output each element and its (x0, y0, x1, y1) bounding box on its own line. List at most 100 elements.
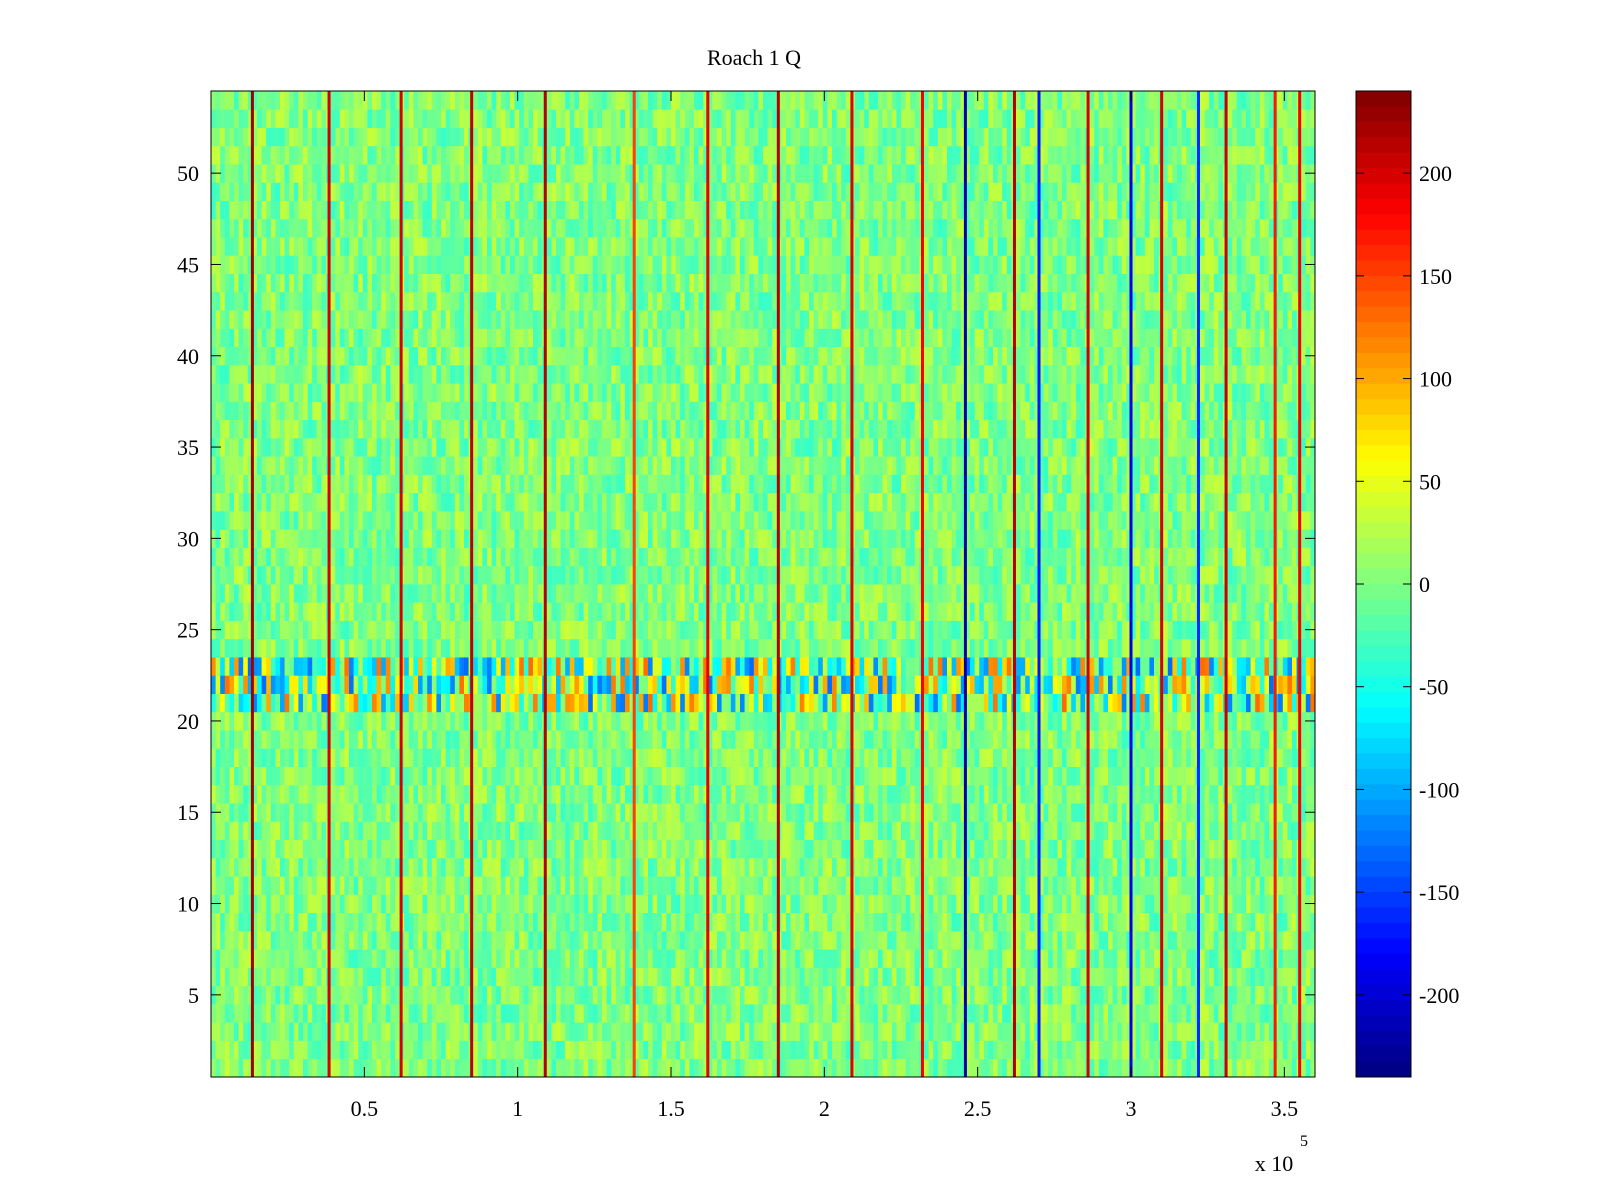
heatmap-cell (247, 1022, 253, 1041)
heatmap-cell (533, 748, 538, 767)
heatmap-cell (1140, 857, 1146, 877)
heatmap-cell (1075, 985, 1081, 1005)
heatmap-cell (730, 803, 736, 822)
heatmap-cell (592, 821, 598, 841)
heatmap-cell (1135, 1003, 1141, 1023)
heatmap-cell (615, 1022, 621, 1041)
heatmap-cell (1167, 784, 1173, 804)
heatmap-cell (427, 693, 433, 713)
heatmap-cell (257, 803, 262, 822)
heatmap-cell (418, 748, 423, 767)
heatmap-cell (1200, 857, 1205, 877)
heatmap-cell (933, 1022, 939, 1041)
heatmap-cell (215, 1058, 221, 1078)
heatmap-cell (652, 912, 658, 932)
heatmap-cell (878, 912, 883, 932)
heatmap-cell (864, 912, 870, 932)
heatmap-cell (698, 821, 704, 841)
heatmap-cell (1292, 803, 1297, 822)
heatmap-cell (367, 876, 373, 895)
heatmap-cell (560, 949, 566, 968)
heatmap-cell (1241, 1040, 1247, 1060)
heatmap-cell (482, 857, 488, 877)
heatmap-cell (661, 985, 667, 1005)
heatmap-cell (694, 1040, 699, 1060)
heatmap-cell (280, 912, 285, 932)
heatmap-cell (868, 930, 874, 950)
heatmap-cell (965, 876, 971, 895)
heatmap-cell (937, 803, 943, 822)
heatmap-cell (454, 1022, 460, 1041)
heatmap-cell (841, 894, 847, 914)
heatmap-cell (1149, 784, 1155, 804)
heatmap-cell (666, 967, 672, 987)
heatmap-cell (965, 949, 971, 968)
heatmap-cell (298, 711, 304, 731)
heatmap-cell (813, 894, 819, 914)
heatmap-cell (997, 711, 1003, 731)
heatmap-cell (1149, 730, 1155, 749)
heatmap-cell (1094, 693, 1100, 713)
heatmap-cell (933, 730, 939, 749)
heatmap-cell (845, 930, 851, 950)
heatmap-cell (1236, 930, 1242, 950)
heatmap-cell (510, 839, 515, 859)
heatmap-cell (1177, 912, 1182, 932)
heatmap-cell (574, 730, 580, 749)
heatmap-cell (661, 949, 667, 968)
heatmap-cell (565, 839, 571, 859)
heatmap-cell (942, 857, 948, 877)
heatmap-cell (744, 784, 750, 804)
heatmap-cell (1287, 711, 1293, 731)
heatmap-cell (924, 949, 929, 968)
heatmap-cell (211, 784, 216, 804)
heatmap-cell (767, 912, 773, 932)
heatmap-cell (1131, 912, 1136, 932)
heatmap-cell (1149, 821, 1155, 841)
heatmap-cell (574, 985, 580, 1005)
heatmap-cell (910, 839, 916, 859)
heatmap-cell (293, 803, 299, 822)
heatmap-cell (1190, 1058, 1196, 1078)
heatmap-cell (1135, 711, 1141, 731)
heatmap-cell (781, 985, 787, 1005)
heatmap-cell (707, 784, 713, 804)
heatmap-cell (841, 967, 847, 987)
heatmap-cell (845, 894, 851, 914)
heatmap-cell (707, 711, 713, 731)
heatmap-cell (441, 1022, 446, 1041)
heatmap-cell (657, 839, 663, 859)
heatmap-cell (629, 1003, 635, 1023)
heatmap-cell (1126, 912, 1132, 932)
heatmap-cell (1071, 912, 1077, 932)
heatmap-cell (1108, 784, 1113, 804)
heatmap-cell (1126, 967, 1132, 987)
heatmap-cell (404, 821, 410, 841)
heatmap-cell (1135, 876, 1141, 895)
heatmap-cell (896, 857, 902, 877)
heatmap-cell (431, 894, 437, 914)
heatmap-cell (1108, 711, 1113, 731)
heatmap-cell (560, 985, 566, 1005)
heatmap-cell (413, 693, 419, 713)
heatmap-cell (914, 912, 920, 932)
heatmap-cell (395, 748, 400, 767)
heatmap-cell (703, 1040, 709, 1060)
heatmap-cell (238, 857, 244, 877)
heatmap-cell (1269, 766, 1274, 786)
heatmap-cell (413, 1058, 419, 1078)
heatmap-cell (689, 766, 695, 786)
heatmap-cell (767, 985, 773, 1005)
heatmap-cell (408, 949, 414, 968)
heatmap-cell (818, 1022, 824, 1041)
heatmap-cell (261, 912, 267, 932)
heatmap-cell (252, 1040, 258, 1060)
heatmap-cell (960, 803, 966, 822)
heatmap-cell (528, 730, 534, 749)
heatmap-cell (960, 876, 966, 895)
heatmap-cell (275, 1058, 281, 1078)
heatmap-cell (758, 949, 764, 968)
heatmap-cell (965, 967, 971, 987)
heatmap-cell (1163, 748, 1169, 767)
heatmap-cell (634, 803, 640, 822)
